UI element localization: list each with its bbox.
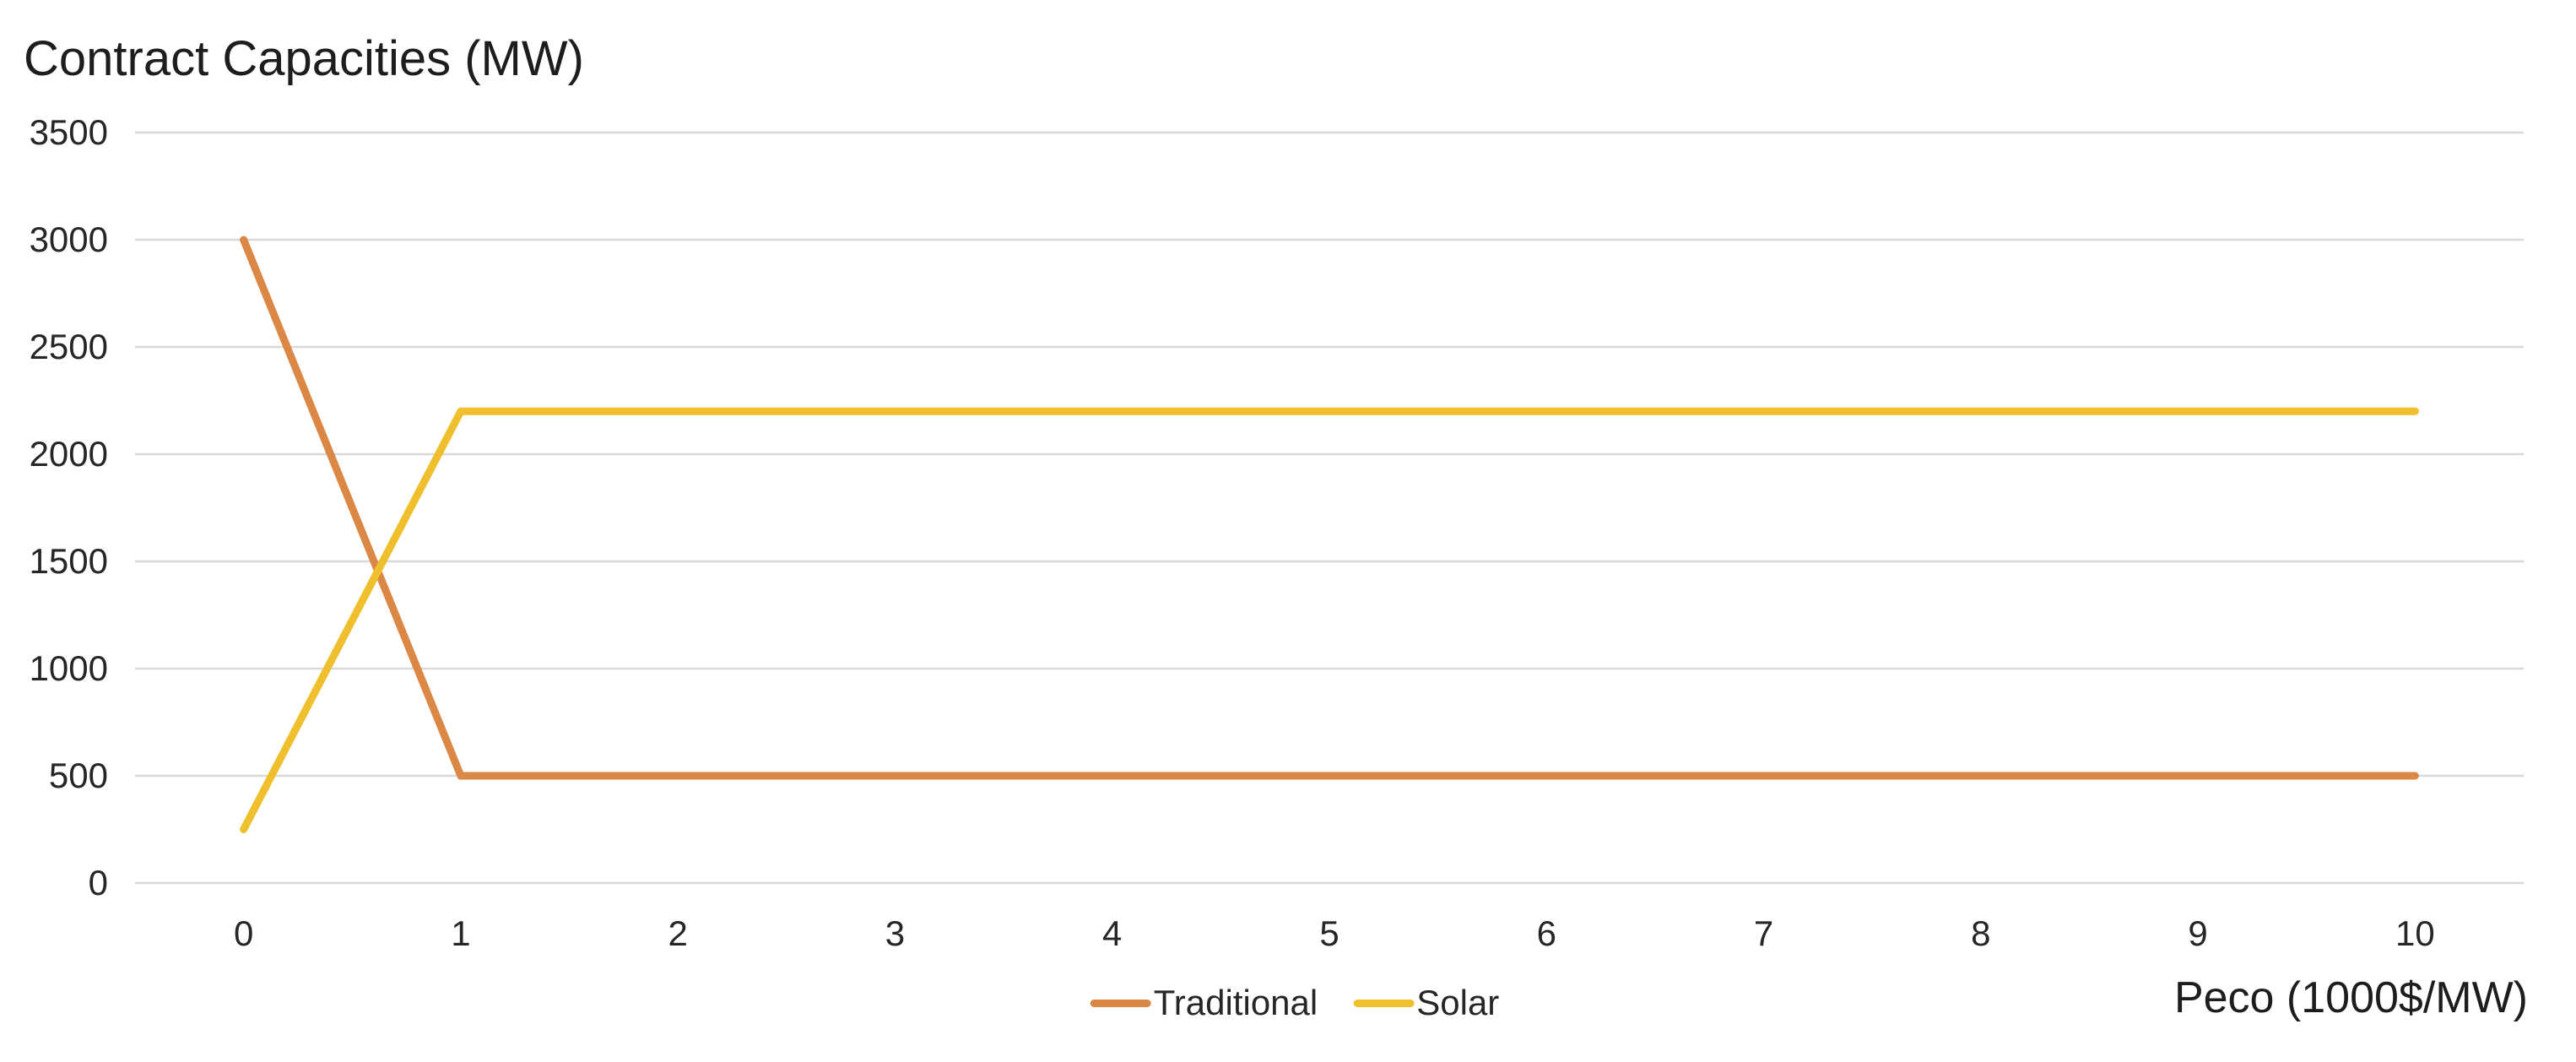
x-tick-label: 2 — [668, 913, 688, 953]
y-tick-label: 2000 — [29, 434, 108, 474]
legend-label-solar: Solar — [1416, 983, 1500, 1022]
y-tick-label: 0 — [88, 863, 108, 902]
y-tick-label: 3000 — [29, 219, 108, 259]
traditional-line — [240, 236, 2419, 780]
legend-label-traditional: Traditional — [1153, 983, 1318, 1022]
y-tick-label: 2500 — [29, 327, 108, 366]
y-tick-label: 1500 — [29, 541, 108, 581]
y-tick-label: 500 — [48, 756, 108, 795]
x-tick-label: 1 — [451, 913, 471, 953]
legend: Traditional Solar — [1090, 982, 1499, 1024]
x-tick-label: 5 — [1319, 913, 1339, 953]
chart-title: Contract Capacities (MW) — [24, 31, 584, 86]
x-tick-label: 0 — [233, 913, 254, 953]
x-axis-title: Peco (1000$/MW) — [2173, 973, 2528, 1022]
solar-line-marker-icon — [1353, 999, 1415, 1007]
x-tick-label: 6 — [1536, 913, 1556, 953]
y-tick-label: 1000 — [29, 648, 108, 688]
legend-item-solar: Solar — [1353, 982, 1499, 1024]
solar-line — [240, 407, 2419, 833]
legend-item-traditional: Traditional — [1090, 982, 1318, 1024]
y-tick-label: 3500 — [29, 112, 108, 152]
traditional-line-marker-icon — [1090, 999, 1151, 1007]
x-tick-label: 4 — [1102, 913, 1123, 953]
x-tick-label: 8 — [1971, 913, 1991, 953]
x-tick-label: 9 — [2188, 913, 2208, 953]
x-tick-label: 3 — [885, 913, 906, 953]
x-tick-label: 7 — [1753, 913, 1774, 953]
x-tick-label: 10 — [2395, 913, 2435, 953]
